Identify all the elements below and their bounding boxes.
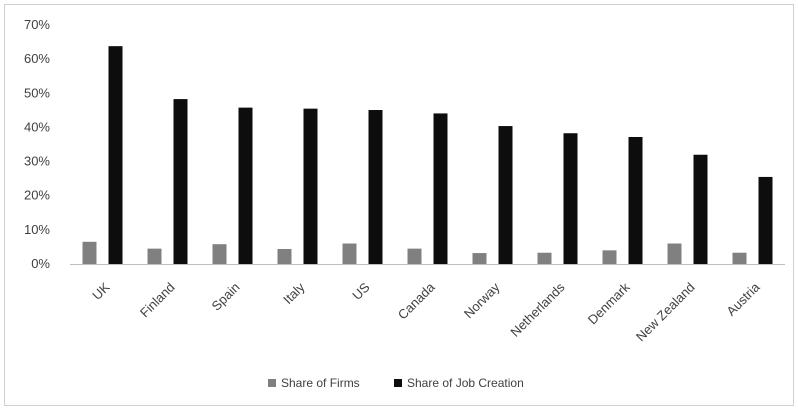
x-category-label: US — [349, 279, 373, 303]
y-tick-label: 30% — [24, 154, 50, 169]
bar-share-of-job-creation — [108, 46, 123, 264]
bar-share-of-firms — [82, 241, 97, 264]
x-category-label: Italy — [280, 279, 308, 307]
x-category-label: New Zealand — [633, 280, 698, 345]
bar-share-of-firms — [147, 248, 162, 264]
y-tick-label: 0% — [31, 256, 50, 271]
y-axis: 0% 10% 20% 30% 40% 50% 60% 70% — [24, 17, 50, 271]
chart-frame — [4, 4, 794, 406]
bar-share-of-firms — [277, 248, 292, 264]
legend: Share of Firms Share of Job Creation — [268, 376, 524, 390]
y-tick-label: 20% — [24, 188, 50, 203]
x-category-label: Denmark — [585, 279, 633, 327]
bar-share-of-firms — [342, 243, 357, 264]
legend-swatch — [268, 379, 276, 387]
bar-share-of-firms — [407, 248, 422, 264]
x-category-label: Norway — [461, 279, 503, 321]
bar-share-of-job-creation — [368, 110, 383, 264]
legend-swatch — [394, 379, 402, 387]
bar-share-of-firms — [537, 252, 552, 264]
bar-share-of-job-creation — [173, 99, 188, 264]
legend-label: Share of Firms — [281, 376, 360, 390]
bar-share-of-firms — [732, 252, 747, 264]
x-category-label: Canada — [395, 279, 438, 322]
bar-share-of-job-creation — [238, 107, 253, 264]
y-tick-label: 60% — [24, 51, 50, 66]
x-category-label: Finland — [137, 280, 178, 321]
legend-label: Share of Job Creation — [407, 376, 524, 390]
y-tick-label: 70% — [24, 17, 50, 32]
bar-share-of-firms — [212, 244, 227, 264]
bar-share-of-job-creation — [303, 108, 318, 265]
bars-group — [82, 46, 773, 265]
y-tick-label: 50% — [24, 85, 50, 100]
x-category-label: Netherlands — [507, 279, 568, 340]
bar-share-of-job-creation — [498, 126, 513, 264]
bar-share-of-firms — [602, 250, 617, 264]
bar-share-of-job-creation — [693, 154, 708, 264]
bar-share-of-job-creation — [433, 113, 448, 265]
bar-share-of-job-creation — [758, 176, 773, 264]
bar-share-of-firms — [472, 253, 487, 264]
x-axis-labels: UK Finland Spain Italy US Canada Norway Netherl… — [89, 279, 763, 344]
x-category-label: UK — [89, 279, 113, 303]
bar-share-of-firms — [667, 243, 682, 264]
x-category-label: Spain — [209, 280, 243, 314]
bar-share-of-job-creation — [628, 136, 643, 264]
x-category-label: Austria — [723, 279, 763, 319]
bar-share-of-job-creation — [563, 133, 578, 264]
y-tick-label: 40% — [24, 119, 50, 134]
y-tick-label: 10% — [24, 222, 50, 237]
